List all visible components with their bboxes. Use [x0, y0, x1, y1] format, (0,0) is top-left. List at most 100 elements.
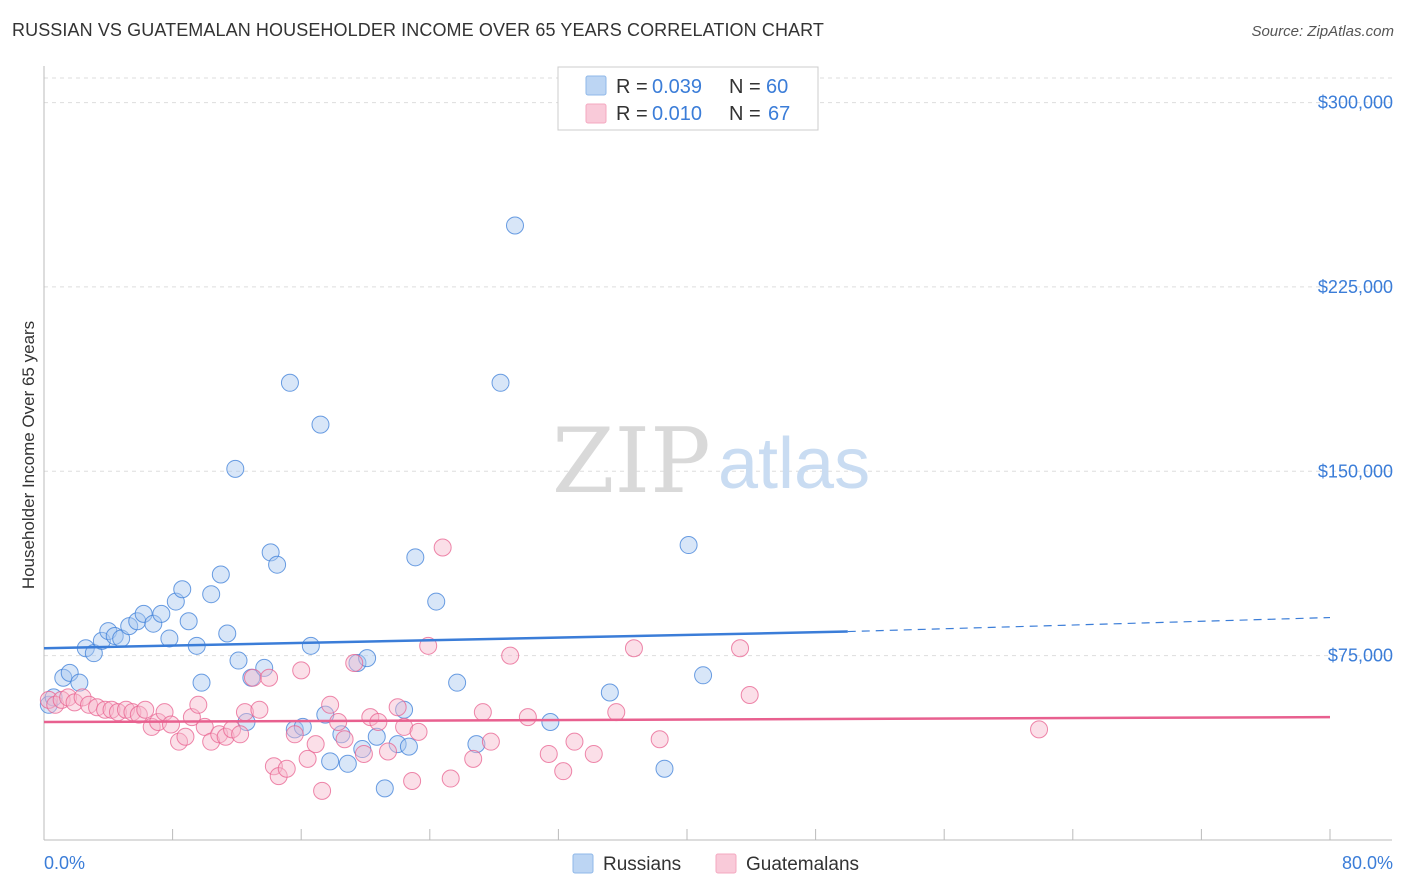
point-guatemalans [607, 703, 626, 722]
axes [43, 66, 1392, 841]
stats-legend: R = 0.039 N = 60 R = 0.010 N = 67 [557, 66, 819, 131]
point-guatemalans [584, 744, 603, 763]
point-russians [173, 580, 192, 599]
point-russians [301, 636, 320, 655]
point-russians [211, 565, 230, 584]
point-guatemalans [260, 668, 279, 687]
chart-title: RUSSIAN VS GUATEMALAN HOUSEHOLDER INCOME… [12, 20, 825, 40]
legend-guatemalans-n-label: N = [729, 103, 761, 125]
point-guatemalans [518, 708, 537, 727]
y-tick-label: $150,000 [1318, 461, 1393, 481]
point-russians [367, 727, 386, 746]
x-tick-label-max: 80.0% [1342, 853, 1393, 873]
point-guatemalans [554, 762, 573, 781]
point-guatemalans [740, 685, 759, 704]
point-russians [655, 759, 674, 778]
trend-line-russians-extrapolated [847, 616, 1331, 633]
point-russians [128, 612, 147, 631]
watermark-atlas: atlas [718, 424, 870, 504]
point-guatemalans [292, 661, 311, 680]
legend-russians-swatch [585, 75, 607, 96]
point-russians [338, 754, 357, 773]
point-guatemalans [565, 732, 584, 751]
point-guatemalans [624, 639, 643, 658]
legend-guatemalans-n: 67 [768, 103, 790, 125]
point-russians [375, 779, 394, 798]
point-guatemalans [441, 769, 460, 788]
point-guatemalans [501, 646, 520, 665]
point-guatemalans [250, 700, 269, 719]
point-guatemalans [345, 654, 364, 673]
point-russians [268, 555, 287, 574]
point-guatemalans [298, 749, 317, 768]
point-guatemalans [306, 735, 325, 754]
point-russians [388, 735, 407, 754]
legend-guatemalans-swatch [585, 103, 607, 124]
y-tick-label: $225,000 [1318, 277, 1393, 297]
point-guatemalans [388, 698, 407, 717]
point-guatemalans [473, 703, 492, 722]
point-russians [321, 752, 340, 771]
legend-guatemalans-r: 0.010 [652, 103, 702, 125]
point-guatemalans [161, 715, 180, 734]
point-russians [134, 604, 153, 623]
point-russians [679, 536, 698, 555]
grid [44, 77, 1392, 657]
point-guatemalans [277, 759, 296, 778]
point-russians [427, 592, 446, 611]
trend-lines [43, 616, 1331, 724]
point-guatemalans [1030, 720, 1049, 739]
y-tick-label: $75,000 [1328, 646, 1393, 666]
y-axis-title: Householder Income Over 65 years [19, 321, 38, 589]
y-tick-label: $300,000 [1318, 93, 1393, 113]
point-guatemalans [335, 730, 354, 749]
trend-line-russians [43, 630, 848, 650]
point-guatemalans [403, 772, 422, 791]
point-russians [448, 673, 467, 692]
point-guatemalans [136, 700, 155, 719]
point-russians [202, 585, 221, 604]
point-guatemalans [369, 713, 388, 732]
watermark: ZIP atlas [552, 409, 870, 514]
point-russians [541, 713, 560, 732]
series-legend-guatemalans-swatch [715, 853, 737, 874]
point-guatemalans [379, 742, 398, 761]
x-tick-label-min: 0.0% [44, 853, 85, 873]
point-russians [229, 651, 248, 670]
point-guatemalans [321, 695, 340, 714]
series-legend-russians-swatch [572, 853, 594, 874]
point-guatemalans [433, 538, 452, 557]
legend-guatemalans-r-label: R = [616, 103, 648, 125]
point-guatemalans [231, 725, 250, 744]
point-russians [600, 683, 619, 702]
point-guatemalans [216, 727, 235, 746]
point-russians [406, 548, 425, 567]
legend-russians-r-label: R = [616, 76, 648, 98]
point-russians [192, 673, 211, 692]
series-legend: Russians Guatemalans [572, 853, 859, 875]
point-russians [280, 373, 299, 392]
point-russians [694, 666, 713, 685]
point-russians [505, 216, 524, 235]
point-guatemalans [189, 695, 208, 714]
point-russians [218, 624, 237, 643]
y-tick-labels: $75,000 $150,000 $225,000 $300,000 [1318, 93, 1393, 666]
point-russians [311, 415, 330, 434]
point-russians [70, 673, 89, 692]
source-label: Source: ZipAtlas.com [1251, 23, 1394, 40]
series-legend-guatemalans: Guatemalans [746, 854, 859, 875]
point-guatemalans [539, 744, 558, 763]
point-guatemalans [313, 781, 332, 800]
point-guatemalans [285, 725, 304, 744]
point-guatemalans [354, 744, 373, 763]
point-russians [152, 604, 171, 623]
x-tick-labels: 0.0% 80.0% [44, 853, 1393, 873]
point-russians [467, 735, 486, 754]
point-guatemalans [650, 730, 669, 749]
point-guatemalans [481, 732, 500, 751]
point-russians [226, 459, 245, 478]
point-russians [179, 612, 198, 631]
legend-russians-r: 0.039 [652, 76, 702, 98]
point-guatemalans [731, 639, 750, 658]
